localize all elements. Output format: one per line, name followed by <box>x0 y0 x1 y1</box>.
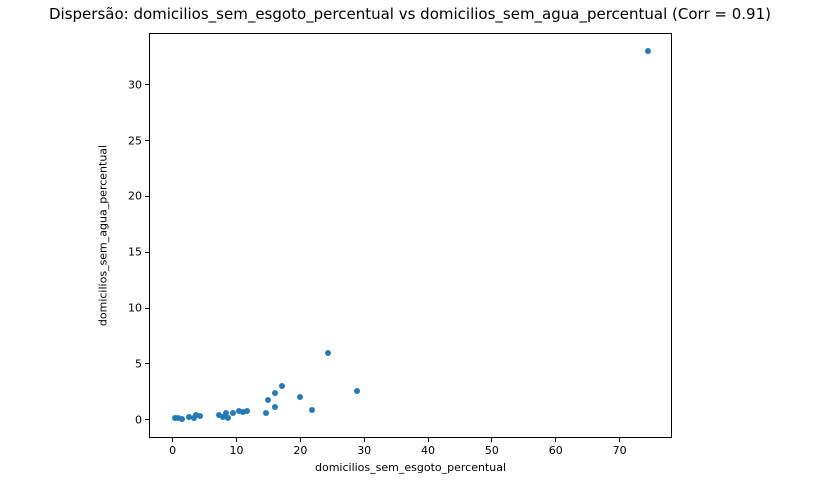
scatter-point <box>171 414 178 421</box>
scatter-point <box>236 408 243 415</box>
y-tick-mark <box>145 307 149 309</box>
scatter-point <box>179 416 186 423</box>
scatter-point <box>223 409 230 416</box>
scatter-point <box>225 415 232 422</box>
x-tick-mark <box>555 438 557 442</box>
x-tick-label: 70 <box>612 444 627 457</box>
scatter-point <box>239 408 246 415</box>
scatter-point <box>174 415 181 422</box>
x-tick-mark <box>427 438 429 442</box>
y-tick-mark <box>145 251 149 253</box>
scatter-point <box>271 389 278 396</box>
x-tick-label: 60 <box>548 444 563 457</box>
x-tick-mark <box>172 438 174 442</box>
scatter-point <box>190 415 197 422</box>
y-tick-mark <box>145 363 149 365</box>
y-tick-label: 25 <box>128 134 142 148</box>
y-tick-label: 30 <box>128 78 142 92</box>
scatter-point <box>243 407 250 414</box>
y-tick-mark <box>145 140 149 142</box>
scatter-point <box>354 387 361 394</box>
x-tick-label: 10 <box>229 444 244 457</box>
y-tick-label: 5 <box>135 357 142 371</box>
scatter-point <box>220 414 227 421</box>
scatter-point <box>278 383 285 390</box>
y-tick-label: 15 <box>128 245 142 259</box>
x-tick-label: 0 <box>169 444 177 457</box>
y-tick-label: 20 <box>128 189 142 203</box>
x-tick-mark <box>299 438 301 442</box>
y-tick-mark <box>145 195 149 197</box>
scatter-point <box>264 396 271 403</box>
x-tick-label: 40 <box>421 444 436 457</box>
y-tick-mark <box>145 84 149 86</box>
y-tick-label: 0 <box>135 413 142 427</box>
x-tick-mark <box>235 438 237 442</box>
y-tick-mark <box>145 419 149 421</box>
scatter-point <box>324 349 331 356</box>
scatter-point <box>272 404 279 411</box>
scatter-point <box>192 411 199 418</box>
y-tick-label: 10 <box>128 301 142 315</box>
x-tick-label: 50 <box>484 444 499 457</box>
scatter-point <box>309 407 316 414</box>
x-tick-mark <box>491 438 493 442</box>
scatter-point <box>230 410 237 417</box>
scatter-point <box>185 413 192 420</box>
x-axis-label: domicilios_sem_esgoto_percentual <box>314 461 507 474</box>
scatter-point <box>263 409 270 416</box>
scatter-point <box>216 412 223 419</box>
x-tick-mark <box>363 438 365 442</box>
scatter-point <box>197 413 204 420</box>
x-tick-label: 30 <box>357 444 372 457</box>
scatter-point <box>297 394 304 401</box>
x-tick-mark <box>619 438 621 442</box>
axes-frame <box>149 33 672 438</box>
chart-title: Dispersão: domicilios_sem_esgoto_percent… <box>49 5 771 23</box>
x-tick-label: 20 <box>293 444 308 457</box>
scatter-point <box>644 48 651 55</box>
